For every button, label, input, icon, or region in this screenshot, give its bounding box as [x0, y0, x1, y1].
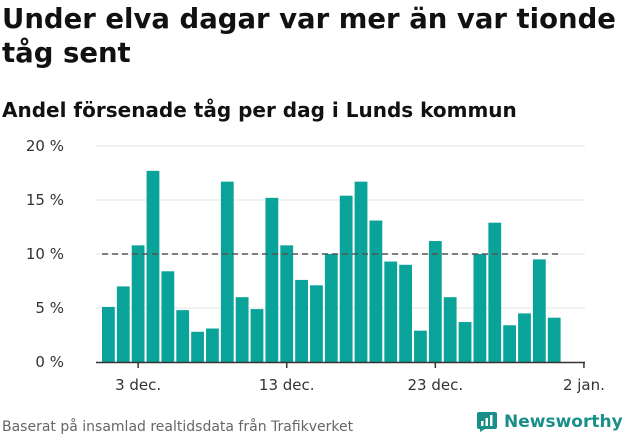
bar	[206, 328, 219, 362]
x-tick-label: 13 dec.	[259, 376, 315, 394]
bar	[473, 254, 487, 362]
y-tick-label: 10 %	[26, 245, 64, 263]
bar	[250, 309, 264, 362]
bar	[458, 322, 472, 362]
y-tick-label: 0 %	[35, 353, 64, 371]
bar	[354, 181, 368, 362]
y-axis-labels: 0 % 5 % 10 % 15 % 20 %	[26, 137, 64, 371]
bar	[547, 317, 561, 362]
bar	[324, 254, 338, 362]
bar	[131, 245, 145, 362]
bar	[518, 313, 531, 362]
newsworthy-logo: Newsworthy	[476, 408, 623, 436]
newsworthy-logo-icon	[477, 412, 497, 432]
x-tick-label: 3 dec.	[115, 376, 161, 394]
bars	[102, 170, 561, 362]
bar	[414, 330, 427, 362]
bar	[265, 197, 279, 362]
brand-name: Newsworthy	[504, 412, 623, 432]
bar	[443, 297, 457, 362]
bar	[102, 306, 115, 362]
bar	[369, 220, 383, 362]
bar	[235, 297, 249, 362]
bar	[161, 271, 175, 362]
bar	[295, 279, 308, 362]
chart-title: Under elva dagar var mer än var tionde t…	[2, 3, 616, 69]
x-axis	[96, 361, 585, 368]
bar	[310, 285, 323, 362]
bar	[428, 241, 442, 362]
y-tick-label: 5 %	[35, 299, 64, 317]
x-tick-label: 2 jan.	[563, 376, 605, 394]
bar	[220, 181, 234, 362]
bar	[191, 331, 204, 362]
bar	[176, 310, 190, 362]
source-note: Baserat på insamlad realtidsdata från Tr…	[2, 419, 354, 435]
bar	[339, 195, 353, 362]
x-axis-labels: 3 dec. 13 dec. 23 dec. 2 jan.	[115, 376, 605, 394]
bar	[280, 245, 294, 362]
y-tick-label: 15 %	[26, 191, 64, 209]
bar	[384, 261, 398, 362]
chart-subtitle: Andel försenade tåg per dag i Lunds komm…	[2, 98, 517, 122]
bar	[399, 264, 412, 362]
bar	[488, 222, 502, 362]
bar	[532, 259, 546, 362]
bar	[146, 170, 160, 362]
bar	[116, 286, 130, 362]
bar	[503, 325, 517, 362]
y-tick-label: 20 %	[26, 137, 64, 155]
x-tick-label: 23 dec.	[408, 376, 464, 394]
